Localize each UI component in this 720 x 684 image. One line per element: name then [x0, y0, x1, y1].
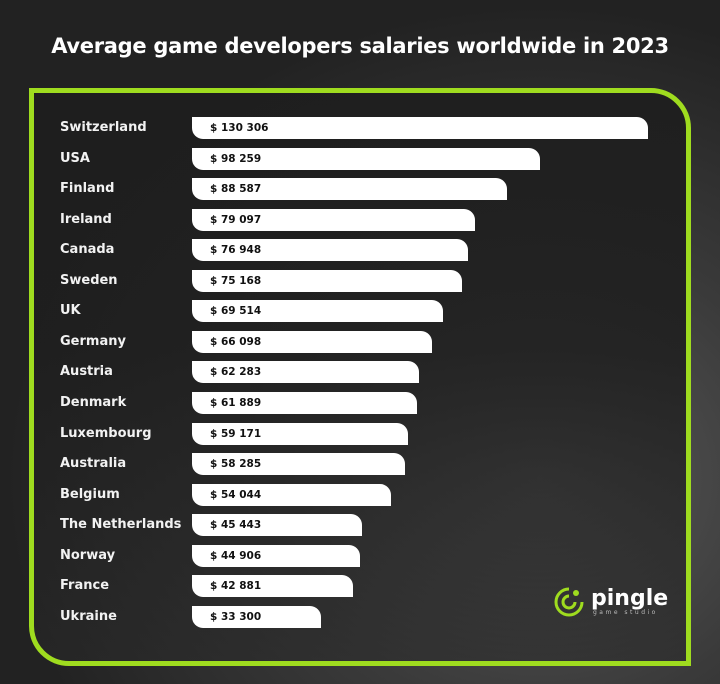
bar: $ 54 044 — [192, 483, 391, 506]
data-label: $ 33 300 — [210, 610, 262, 623]
category-label: Sweden — [60, 272, 118, 288]
data-label: $ 76 948 — [210, 244, 262, 257]
category-label: UK — [60, 303, 81, 319]
bar: $ 62 283 — [192, 361, 419, 384]
data-label: $ 44 906 — [210, 549, 262, 562]
chameleon-icon — [554, 587, 584, 617]
bar: $ 58 285 — [192, 453, 406, 476]
data-label: $ 66 098 — [210, 335, 262, 348]
bar: $ 69 514 — [192, 300, 444, 323]
data-label: $ 59 171 — [210, 427, 262, 440]
bar: $ 88 587 — [192, 178, 508, 201]
data-label: $ 75 168 — [210, 274, 262, 287]
bar: $ 33 300 — [192, 605, 321, 628]
bar: $ 45 443 — [192, 514, 362, 537]
bar: $ 61 889 — [192, 392, 418, 415]
data-label: $ 42 881 — [210, 580, 262, 593]
data-label: $ 61 889 — [210, 397, 262, 410]
category-label: The Netherlands — [60, 517, 182, 533]
bar: $ 42 881 — [192, 575, 354, 598]
category-label: Canada — [60, 242, 115, 258]
category-label: France — [60, 578, 110, 594]
data-label: $ 69 514 — [210, 305, 262, 318]
logo: pingle game studio — [553, 586, 668, 618]
bar: $ 44 906 — [192, 544, 361, 567]
bar: $ 66 098 — [192, 330, 432, 353]
category-label: Switzerland — [60, 120, 147, 135]
bar: $ 98 259 — [192, 147, 540, 170]
data-label: $ 88 587 — [210, 183, 262, 196]
bar: $ 130 306 — [192, 117, 648, 139]
category-label: Australia — [60, 456, 127, 472]
category-label: Belgium — [60, 486, 120, 502]
category-label: Denmark — [60, 395, 127, 411]
bar: $ 76 948 — [192, 239, 469, 262]
data-label: $ 54 044 — [210, 488, 262, 501]
category-label: Germany — [60, 333, 126, 349]
category-label: USA — [60, 150, 90, 166]
data-label: $ 98 259 — [210, 152, 262, 165]
category-label: Ukraine — [60, 608, 117, 624]
data-label: $ 62 283 — [210, 366, 262, 379]
bar: $ 79 097 — [192, 208, 476, 231]
logo-tagline: game studio — [593, 608, 658, 616]
data-label: $ 130 306 — [210, 122, 269, 134]
data-label: $ 79 097 — [210, 213, 262, 226]
logo-name: pingle — [591, 585, 669, 611]
bar: $ 59 171 — [192, 422, 409, 445]
data-label: $ 58 285 — [210, 458, 262, 471]
bar: $ 75 168 — [192, 269, 463, 292]
data-label: $ 45 443 — [210, 519, 262, 532]
category-label: Luxembourg — [60, 425, 152, 441]
chart-title: Average game developers salaries worldwi… — [51, 34, 669, 58]
category-label: Finland — [60, 181, 115, 197]
category-label: Ireland — [60, 211, 112, 227]
category-label: Austria — [60, 364, 113, 380]
category-label: Norway — [60, 547, 116, 563]
